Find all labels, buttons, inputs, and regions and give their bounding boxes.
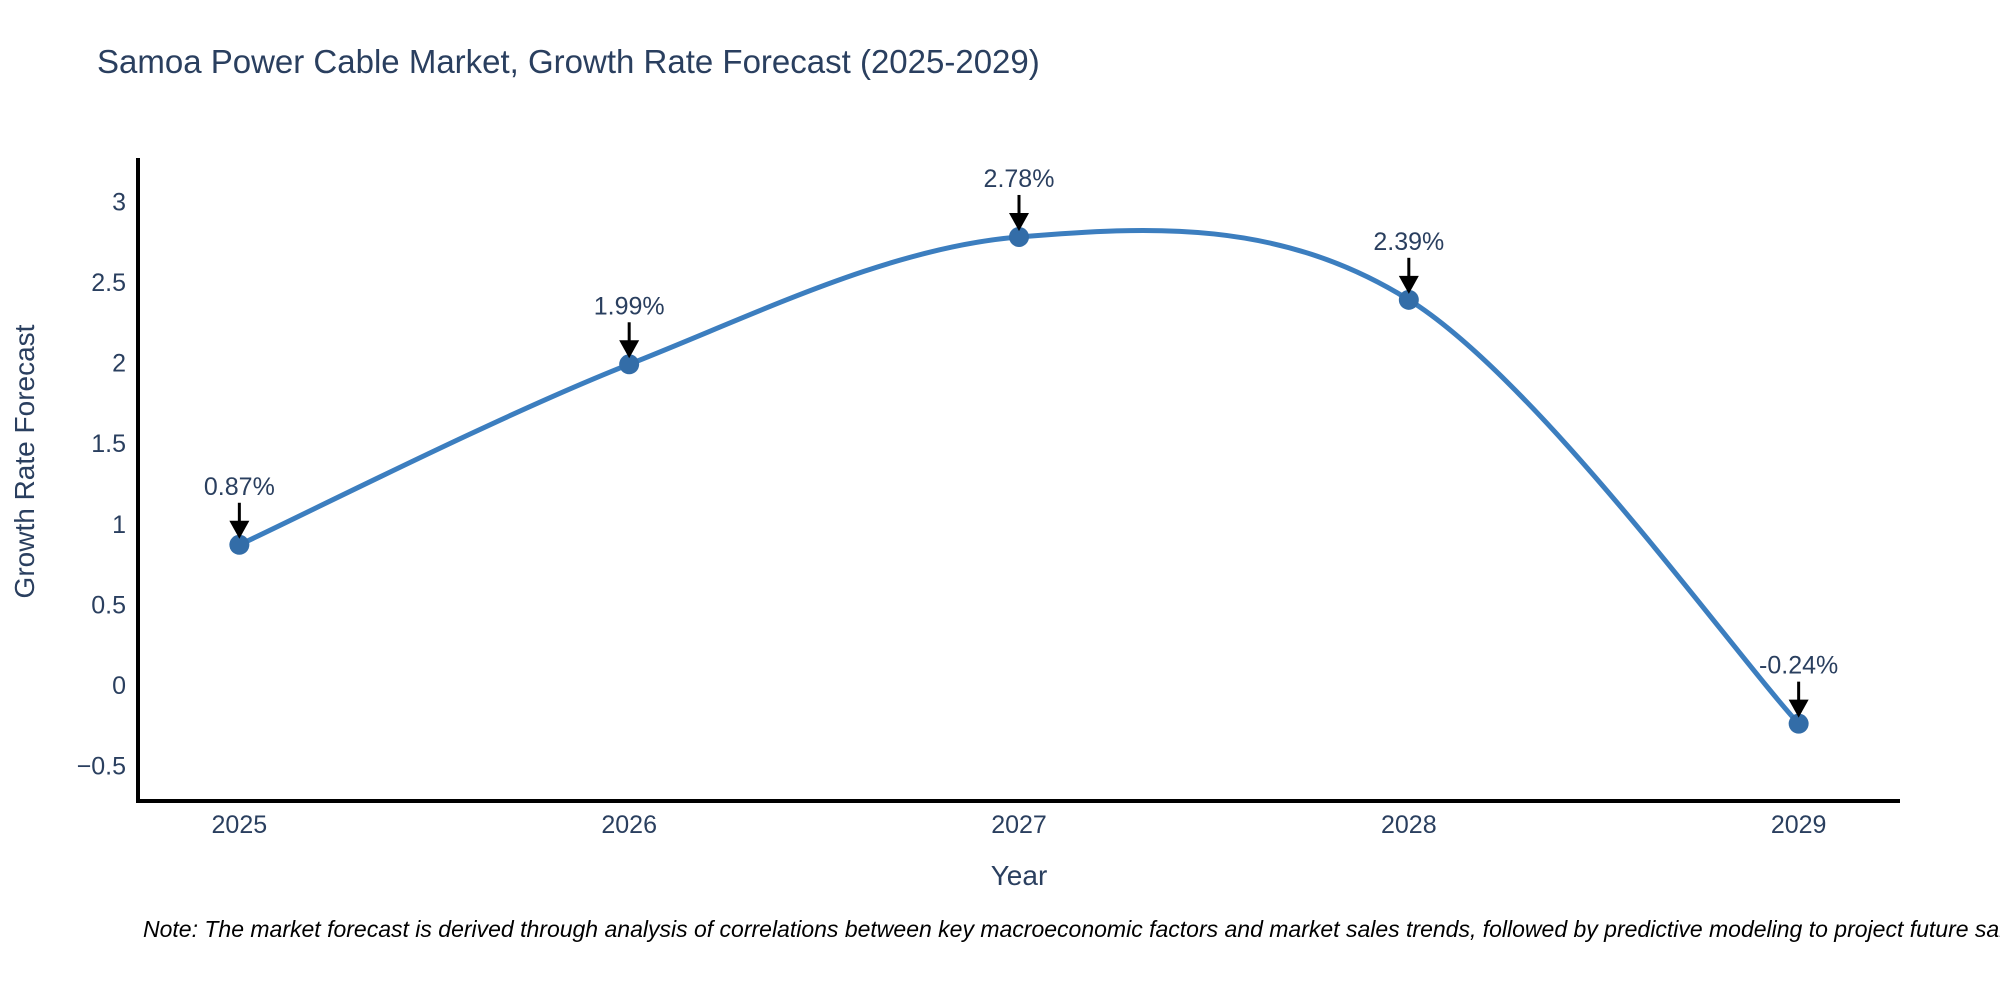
annotation-arrowhead-icon <box>1398 275 1419 294</box>
annotation-arrowhead-icon <box>229 520 250 539</box>
chart-title: Samoa Power Cable Market, Growth Rate Fo… <box>97 43 1040 80</box>
data-point-marker[interactable] <box>1009 226 1029 247</box>
y-tick-label: 1.5 <box>91 430 126 458</box>
y-tick-label: 2 <box>112 350 126 378</box>
x-tick-label: 2029 <box>1771 811 1827 839</box>
footnote: Note: The market forecast is derived thr… <box>143 916 2000 942</box>
trend-line <box>236 227 1802 727</box>
y-tick-label: −0.5 <box>77 753 126 781</box>
point-annotation-label: 2.78% <box>984 165 1055 193</box>
x-axis-title: Year <box>991 860 1048 891</box>
annotation-arrowhead-icon <box>1788 699 1809 718</box>
y-tick-label: 0 <box>112 672 126 700</box>
data-point-marker[interactable] <box>619 354 640 375</box>
y-tick-label: 0.5 <box>91 591 126 619</box>
annotation-arrowhead-icon <box>619 340 640 359</box>
data-point-marker[interactable] <box>1398 289 1419 310</box>
y-tick-label: 1 <box>112 511 126 539</box>
y-tick-label: 3 <box>112 189 126 217</box>
point-annotation-label: 1.99% <box>594 292 665 320</box>
x-tick-label: 2026 <box>601 811 657 839</box>
y-tick-label: 2.5 <box>91 269 126 297</box>
point-annotation-label: -0.24% <box>1759 652 1838 680</box>
data-point-marker[interactable] <box>229 534 250 555</box>
annotation-arrowhead-icon <box>1009 212 1029 231</box>
x-tick-label: 2025 <box>212 811 268 839</box>
data-point-marker[interactable] <box>1788 713 1809 734</box>
y-axis-title: Growth Rate Forecast <box>9 324 40 598</box>
x-tick-label: 2027 <box>991 811 1047 839</box>
point-annotation-label: 0.87% <box>204 473 275 501</box>
point-annotation-label: 2.39% <box>1373 228 1444 256</box>
x-tick-label: 2028 <box>1381 811 1437 839</box>
